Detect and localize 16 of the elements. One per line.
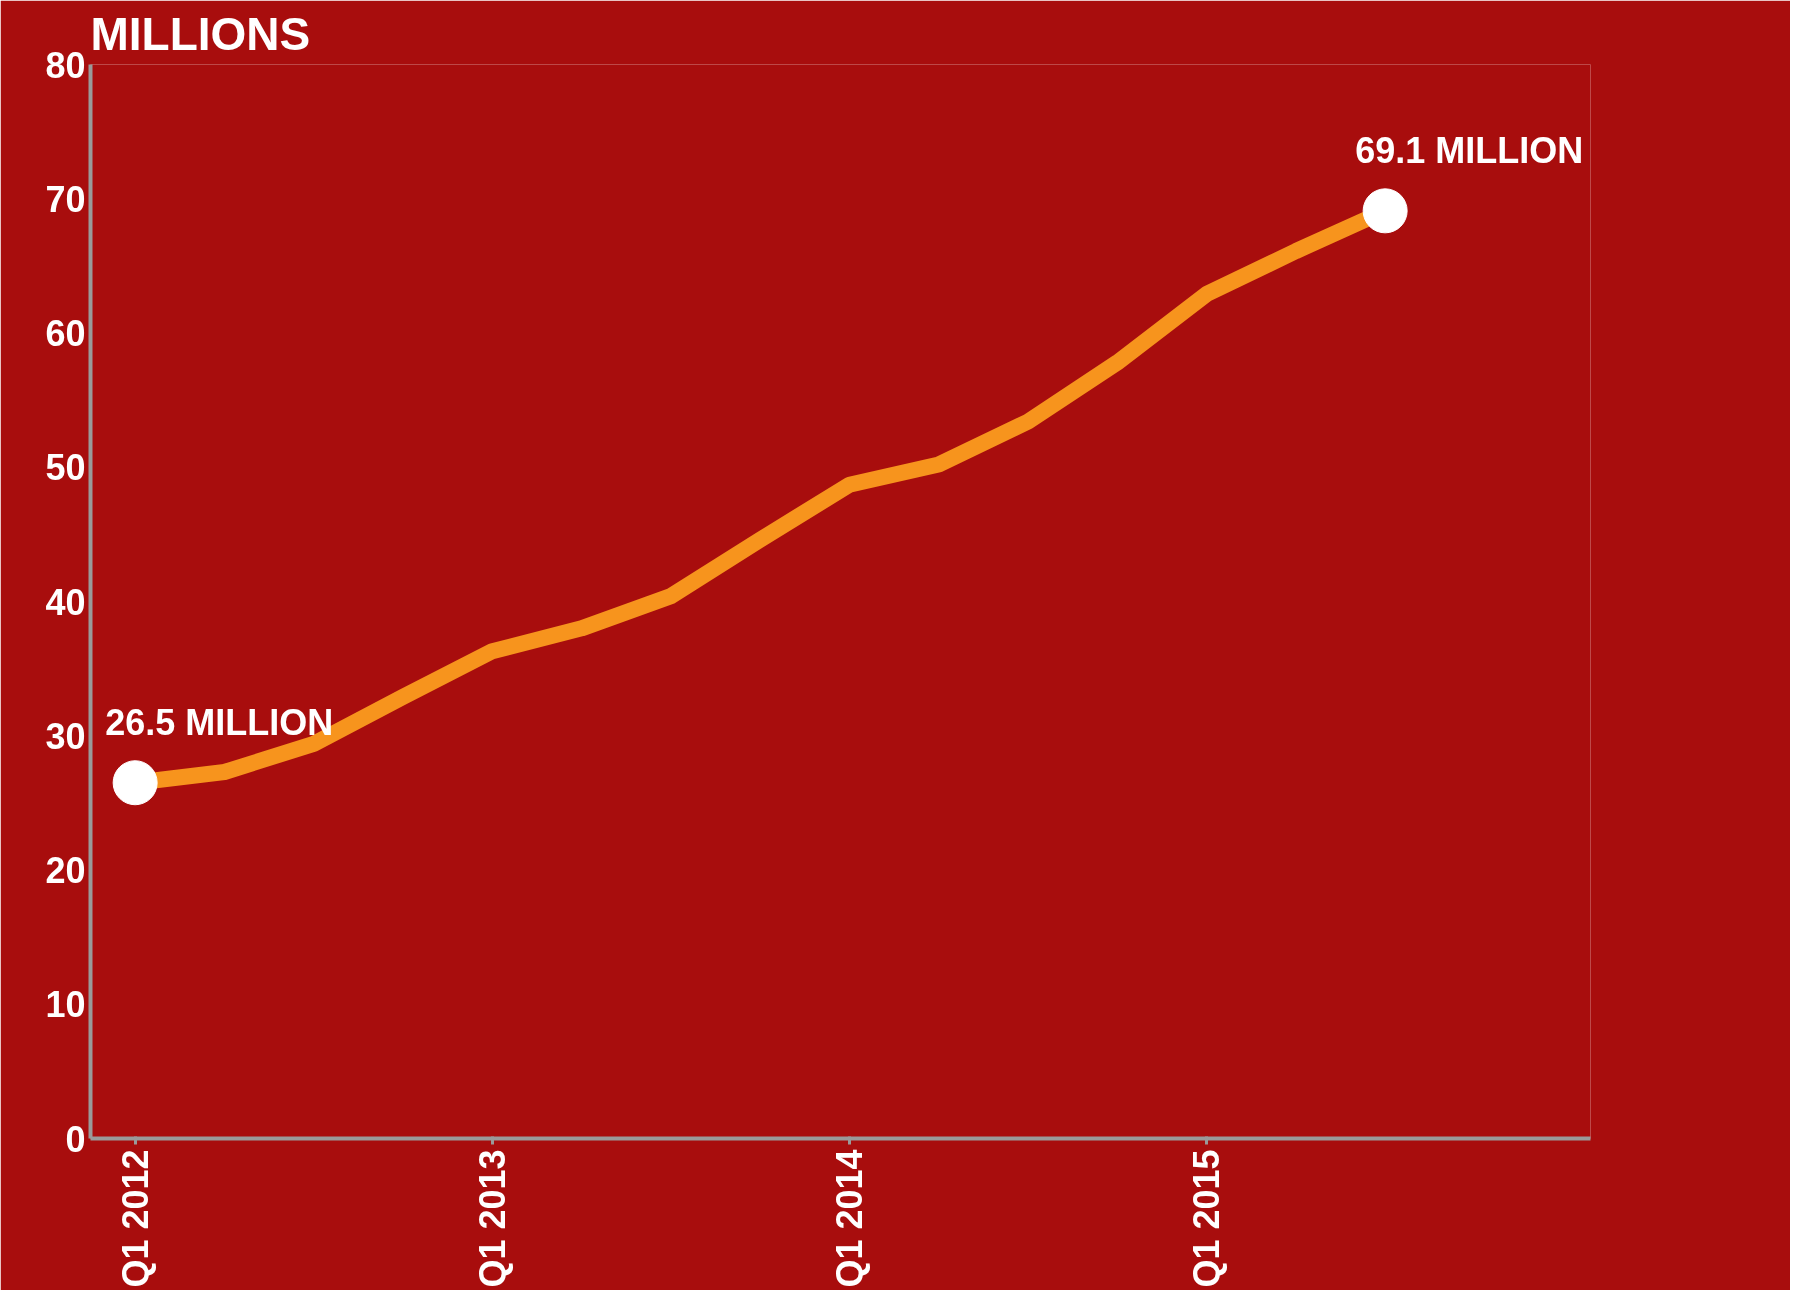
y-tick-label: 40 xyxy=(45,581,86,623)
x-tick-label: Q1 2013 xyxy=(471,1149,513,1288)
data-label: 69.1 MILLION xyxy=(1355,129,1584,171)
y-tick-label: 30 xyxy=(45,715,86,757)
y-tick-label: 70 xyxy=(45,178,86,220)
y-tick-label: 80 xyxy=(45,44,86,86)
y-tick-label: 60 xyxy=(45,313,86,354)
y-tick-label: 50 xyxy=(45,447,86,489)
data-label: 26.5 MILLION xyxy=(105,701,334,743)
y-tick-label: 20 xyxy=(45,850,86,891)
x-tick-label: Q1 2012 xyxy=(114,1149,156,1288)
chart-title: MILLIONS xyxy=(90,7,311,60)
y-tick-label: 0 xyxy=(65,1118,86,1160)
x-tick-label: Q1 2015 xyxy=(1186,1149,1228,1288)
y-tick-label: 10 xyxy=(45,984,86,1026)
x-tick-label: Q1 2014 xyxy=(828,1149,870,1288)
